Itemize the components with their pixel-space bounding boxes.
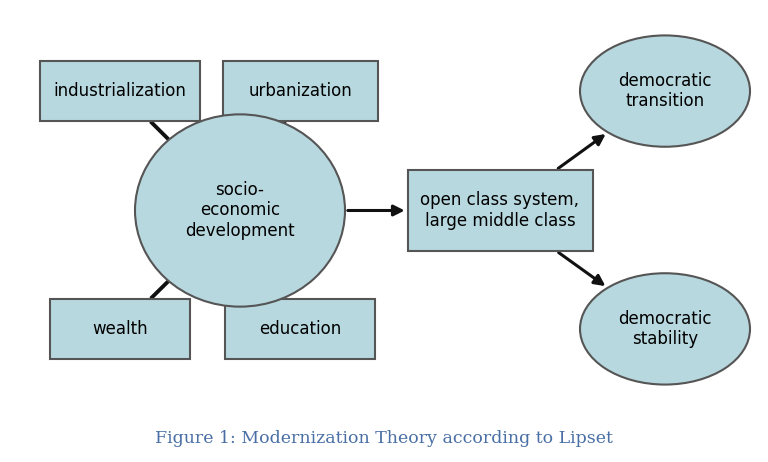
Text: education: education <box>259 320 341 338</box>
Ellipse shape <box>580 273 750 384</box>
Text: wealth: wealth <box>92 320 147 338</box>
Ellipse shape <box>580 36 750 147</box>
FancyBboxPatch shape <box>40 61 200 122</box>
FancyBboxPatch shape <box>50 298 190 359</box>
Text: urbanization: urbanization <box>248 82 352 100</box>
Text: socio-
economic
development: socio- economic development <box>185 181 295 240</box>
FancyBboxPatch shape <box>223 61 378 122</box>
Text: industrialization: industrialization <box>54 82 187 100</box>
Text: open class system,
large middle class: open class system, large middle class <box>421 191 580 230</box>
Text: democratic
transition: democratic transition <box>618 72 712 110</box>
Text: Figure 1: Modernization Theory according to Lipset: Figure 1: Modernization Theory according… <box>155 431 613 447</box>
FancyBboxPatch shape <box>408 170 592 251</box>
Text: democratic
stability: democratic stability <box>618 310 712 348</box>
Ellipse shape <box>135 115 345 307</box>
FancyBboxPatch shape <box>225 298 375 359</box>
